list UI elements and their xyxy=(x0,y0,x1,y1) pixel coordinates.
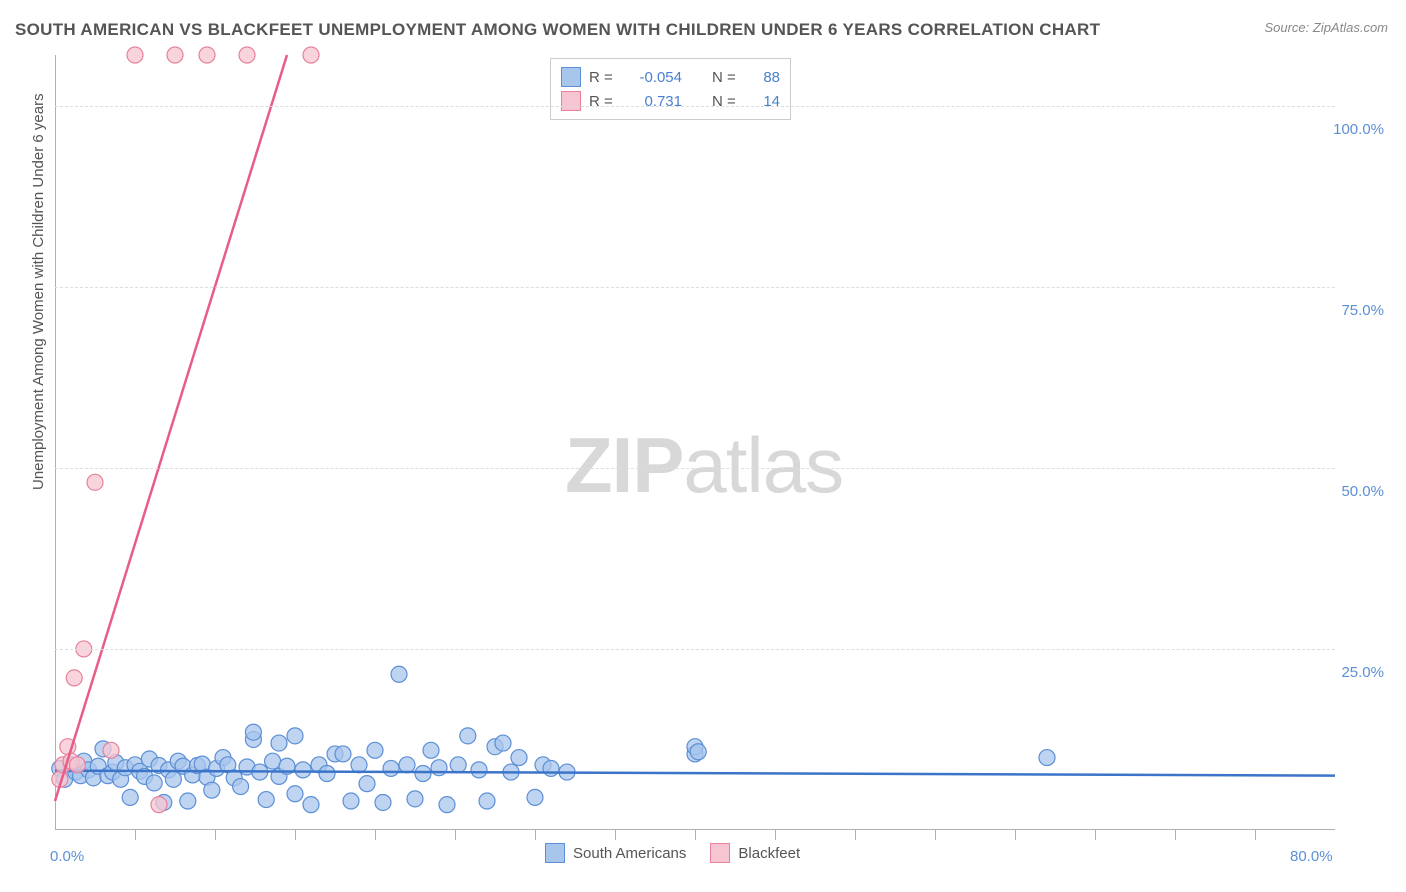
x-minor-tick xyxy=(295,830,296,840)
x-minor-tick xyxy=(775,830,776,840)
data-point xyxy=(239,47,255,63)
data-point xyxy=(122,789,138,805)
n-label: N = xyxy=(712,93,742,110)
x-minor-tick xyxy=(215,830,216,840)
data-point xyxy=(245,724,261,740)
data-point xyxy=(87,474,103,490)
r-value: -0.054 xyxy=(627,69,682,86)
r-label: R = xyxy=(589,69,619,86)
chart-container: SOUTH AMERICAN VS BLACKFEET UNEMPLOYMENT… xyxy=(0,0,1406,892)
series-legend-item: Blackfeet xyxy=(710,843,800,863)
chart-title: SOUTH AMERICAN VS BLACKFEET UNEMPLOYMENT… xyxy=(15,20,1100,40)
data-point xyxy=(265,753,281,769)
series-legend: South Americans Blackfeet xyxy=(545,843,800,863)
data-point xyxy=(415,766,431,782)
data-point xyxy=(351,757,367,773)
r-label: R = xyxy=(589,93,619,110)
y-tick-label: 25.0% xyxy=(1341,664,1384,681)
data-point xyxy=(543,760,559,776)
data-point xyxy=(439,797,455,813)
trend-line xyxy=(55,55,287,801)
data-point xyxy=(460,728,476,744)
data-point xyxy=(527,789,543,805)
x-tick-label: 0.0% xyxy=(50,848,84,865)
data-point xyxy=(303,47,319,63)
x-minor-tick xyxy=(1175,830,1176,840)
gridline-h xyxy=(55,287,1335,288)
legend-swatch xyxy=(710,843,730,863)
data-point xyxy=(423,742,439,758)
x-minor-tick xyxy=(855,830,856,840)
x-minor-tick xyxy=(935,830,936,840)
data-point xyxy=(690,744,706,760)
data-point xyxy=(479,793,495,809)
gridline-h xyxy=(55,468,1335,469)
n-value: 14 xyxy=(750,93,780,110)
legend-row: R = 0.731 N = 14 xyxy=(561,89,780,113)
data-point xyxy=(471,762,487,778)
n-label: N = xyxy=(712,69,742,86)
data-point xyxy=(146,775,162,791)
y-tick-label: 100.0% xyxy=(1333,121,1384,138)
data-point xyxy=(287,728,303,744)
y-axis-label: Unemployment Among Women with Children U… xyxy=(30,93,47,490)
correlation-legend: R = -0.054 N = 88 R = 0.731 N = 14 xyxy=(550,58,791,120)
data-point xyxy=(233,779,249,795)
chart-svg xyxy=(55,55,1335,830)
x-minor-tick xyxy=(135,830,136,840)
r-value: 0.731 xyxy=(627,93,682,110)
data-point xyxy=(335,746,351,762)
y-tick-label: 75.0% xyxy=(1341,302,1384,319)
series-legend-label: Blackfeet xyxy=(738,845,800,862)
x-minor-tick xyxy=(615,830,616,840)
data-point xyxy=(343,793,359,809)
data-point xyxy=(151,797,167,813)
n-value: 88 xyxy=(750,69,780,86)
data-point xyxy=(391,666,407,682)
source-label: Source: ZipAtlas.com xyxy=(1264,20,1388,35)
x-minor-tick xyxy=(1255,830,1256,840)
data-point xyxy=(495,735,511,751)
x-tick-label: 80.0% xyxy=(1290,848,1333,865)
x-minor-tick xyxy=(1095,830,1096,840)
data-point xyxy=(450,757,466,773)
data-point xyxy=(199,47,215,63)
data-point xyxy=(1039,750,1055,766)
data-point xyxy=(127,47,143,63)
data-point xyxy=(180,793,196,809)
data-point xyxy=(399,757,415,773)
data-point xyxy=(204,782,220,798)
gridline-h xyxy=(55,106,1335,107)
legend-swatch xyxy=(561,91,581,111)
x-minor-tick xyxy=(375,830,376,840)
data-point xyxy=(295,762,311,778)
data-point xyxy=(303,797,319,813)
data-point xyxy=(367,742,383,758)
series-legend-item: South Americans xyxy=(545,843,686,863)
data-point xyxy=(383,760,399,776)
data-point xyxy=(258,792,274,808)
data-point xyxy=(287,786,303,802)
data-point xyxy=(66,670,82,686)
x-minor-tick xyxy=(695,830,696,840)
data-point xyxy=(319,766,335,782)
data-point xyxy=(511,750,527,766)
x-minor-tick xyxy=(455,830,456,840)
gridline-h xyxy=(55,649,1335,650)
legend-swatch xyxy=(545,843,565,863)
data-point xyxy=(167,47,183,63)
data-point xyxy=(375,794,391,810)
data-point xyxy=(271,735,287,751)
data-point xyxy=(103,742,119,758)
legend-swatch xyxy=(561,67,581,87)
legend-row: R = -0.054 N = 88 xyxy=(561,65,780,89)
y-tick-label: 50.0% xyxy=(1341,483,1384,500)
x-minor-tick xyxy=(535,830,536,840)
data-point xyxy=(407,791,423,807)
x-minor-tick xyxy=(1015,830,1016,840)
data-point xyxy=(69,757,85,773)
series-legend-label: South Americans xyxy=(573,845,686,862)
data-point xyxy=(359,776,375,792)
